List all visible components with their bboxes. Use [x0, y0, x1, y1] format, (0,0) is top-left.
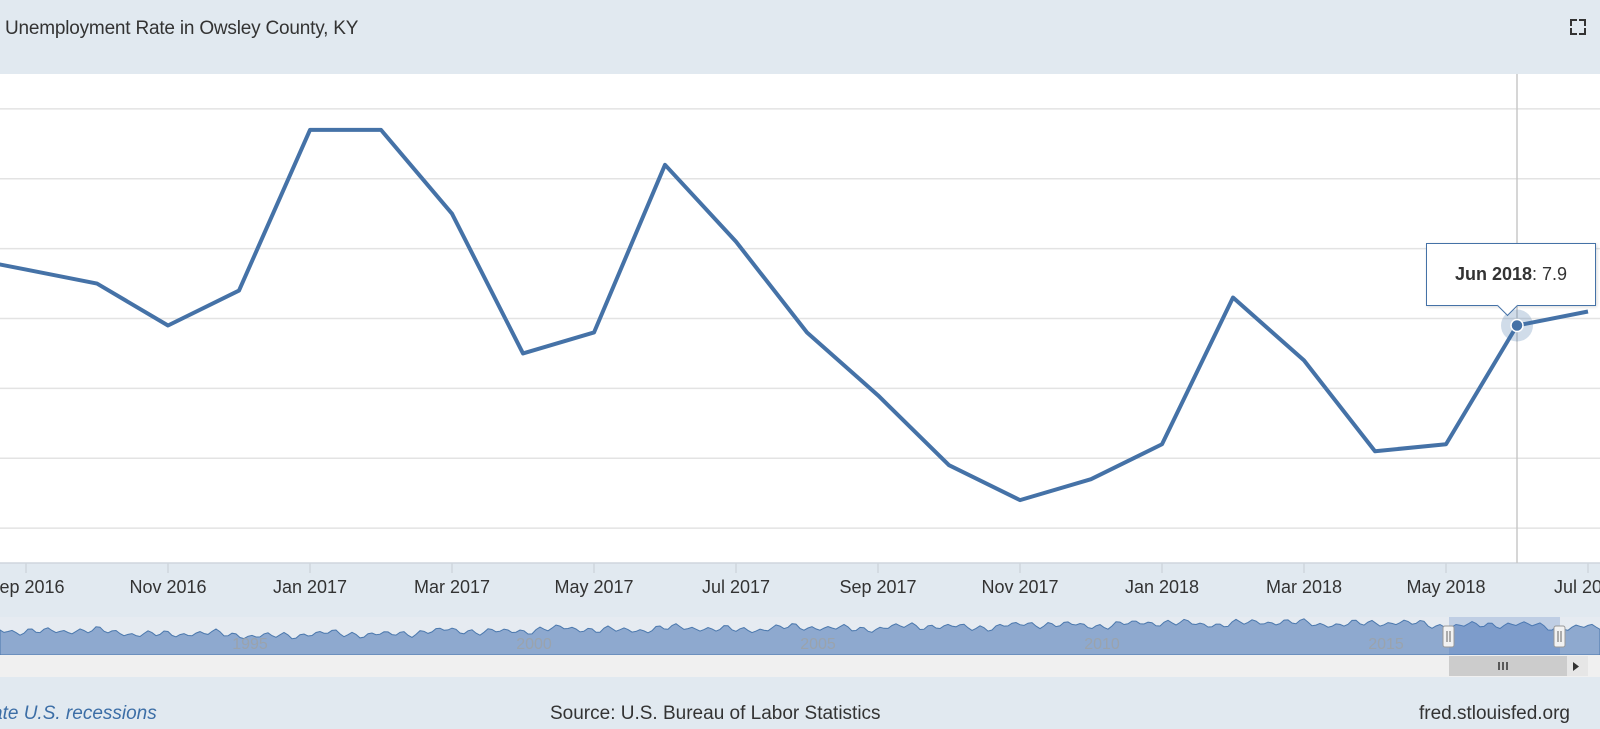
navigator-tick-label: 2015: [1368, 636, 1404, 653]
tooltip: Jun 2018: 7.9: [1426, 243, 1596, 306]
x-tick-label: Mar 2018: [1266, 577, 1342, 597]
navigator-area: [0, 618, 1600, 656]
navigator-tick-label: 2010: [1084, 636, 1120, 653]
x-tick-label: Nov 2016: [129, 577, 206, 597]
scrollbar-grip-icon: [1498, 662, 1508, 670]
x-tick-label: Mar 2017: [414, 577, 490, 597]
navigator: 1995 2000 2005 2010 2015: [0, 617, 1600, 656]
scrollbar-thumb[interactable]: [1449, 656, 1567, 676]
x-tick-label: May 2017: [554, 577, 633, 597]
x-tick-label: Nov 2017: [981, 577, 1058, 597]
fullscreen-icon[interactable]: [1570, 19, 1586, 35]
gridlines: [0, 108, 1600, 529]
site-link[interactable]: fred.stlouisfed.org: [1418, 703, 1570, 724]
navigator-left-handle[interactable]: [1442, 625, 1455, 648]
source-text: Source: U.S. Bureau of Labor Statistics: [550, 703, 881, 724]
navigator-tick-label: 2000: [516, 636, 552, 653]
navigator-ticks: 1995 2000 2005 2010 2015: [232, 636, 1404, 653]
x-tick-label: Jul 2018: [1554, 577, 1600, 597]
navigator-tick-label: 1995: [232, 636, 268, 653]
navigator-right-handle[interactable]: [1553, 625, 1566, 648]
series-points: [1501, 309, 1533, 342]
recession-link[interactable]: ate U.S. recessions: [0, 703, 157, 724]
x-axis: Sep 2016 Nov 2016 Jan 2017 Mar 2017 May 2017…: [0, 562, 1600, 597]
x-tick-label: Jul 2017: [702, 577, 770, 597]
scrollbar-track[interactable]: [0, 655, 1600, 677]
x-tick-label: Jan 2017: [273, 577, 347, 597]
navigator-selection[interactable]: [1449, 617, 1560, 655]
chart-title: Unemployment Rate in Owsley County, KY: [5, 18, 359, 39]
scroll-right-arrow-icon: [1573, 662, 1579, 671]
highlighted-point[interactable]: [1510, 318, 1524, 333]
series-line: [0, 127, 1589, 503]
scrollbar: [0, 655, 1600, 677]
tooltip-date: Jun 2018: [1454, 264, 1532, 284]
x-tick-label: May 2018: [1406, 577, 1485, 597]
tooltip-value: 7.9: [1542, 264, 1568, 284]
x-tick-label: Sep 2016: [0, 577, 65, 597]
navigator-tick-label: 2005: [800, 636, 836, 653]
x-tick-label: Jan 2018: [1125, 577, 1199, 597]
x-tick-label: Sep 2017: [839, 577, 916, 597]
